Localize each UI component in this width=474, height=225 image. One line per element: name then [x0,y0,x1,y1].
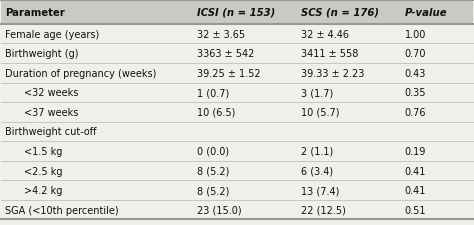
FancyBboxPatch shape [0,161,474,180]
Text: 1.00: 1.00 [405,30,426,40]
Text: 10 (5.7): 10 (5.7) [301,107,339,117]
Text: 0.41: 0.41 [405,185,426,195]
Text: 3363 ± 542: 3363 ± 542 [197,49,254,59]
FancyBboxPatch shape [0,200,474,219]
Text: 8 (5.2): 8 (5.2) [197,185,229,195]
Text: 0.51: 0.51 [405,205,426,215]
Text: >4.2 kg: >4.2 kg [24,185,63,195]
Text: 1 (0.7): 1 (0.7) [197,88,229,98]
Text: 6 (3.4): 6 (3.4) [301,166,333,176]
Text: 0.19: 0.19 [405,146,426,156]
Text: 3 (1.7): 3 (1.7) [301,88,333,98]
Text: 39.25 ± 1.52: 39.25 ± 1.52 [197,68,260,79]
Text: 0.76: 0.76 [405,107,426,117]
Text: P-value: P-value [405,8,447,18]
FancyBboxPatch shape [0,142,474,161]
Text: 0.41: 0.41 [405,166,426,176]
Text: <32 weeks: <32 weeks [24,88,79,98]
Text: Birthweight (g): Birthweight (g) [5,49,79,59]
Text: 32 ± 3.65: 32 ± 3.65 [197,30,245,40]
Text: 2 (1.1): 2 (1.1) [301,146,333,156]
Text: ICSI (n = 153): ICSI (n = 153) [197,8,275,18]
Text: 10 (6.5): 10 (6.5) [197,107,235,117]
FancyBboxPatch shape [0,83,474,103]
FancyBboxPatch shape [0,122,474,142]
Text: 0.35: 0.35 [405,88,426,98]
Text: Parameter: Parameter [5,8,65,18]
Text: 8 (5.2): 8 (5.2) [197,166,229,176]
Text: 32 ± 4.46: 32 ± 4.46 [301,30,349,40]
Text: Duration of pregnancy (weeks): Duration of pregnancy (weeks) [5,68,157,79]
Text: SGA (<10th percentile): SGA (<10th percentile) [5,205,119,215]
Text: Female age (years): Female age (years) [5,30,100,40]
Text: <2.5 kg: <2.5 kg [24,166,63,176]
Text: 3411 ± 558: 3411 ± 558 [301,49,358,59]
Text: <37 weeks: <37 weeks [24,107,79,117]
Text: SCS (n = 176): SCS (n = 176) [301,8,379,18]
Text: 22 (12.5): 22 (12.5) [301,205,346,215]
FancyBboxPatch shape [0,103,474,122]
Text: 23 (15.0): 23 (15.0) [197,205,241,215]
Text: 0.43: 0.43 [405,68,426,79]
FancyBboxPatch shape [0,180,474,200]
FancyBboxPatch shape [0,1,474,25]
Text: 39.33 ± 2.23: 39.33 ± 2.23 [301,68,364,79]
Text: 0.70: 0.70 [405,49,426,59]
Text: 13 (7.4): 13 (7.4) [301,185,339,195]
FancyBboxPatch shape [0,25,474,44]
FancyBboxPatch shape [0,64,474,83]
Text: Birthweight cut-off: Birthweight cut-off [5,127,97,137]
Text: 0 (0.0): 0 (0.0) [197,146,229,156]
Text: <1.5 kg: <1.5 kg [24,146,63,156]
FancyBboxPatch shape [0,44,474,64]
